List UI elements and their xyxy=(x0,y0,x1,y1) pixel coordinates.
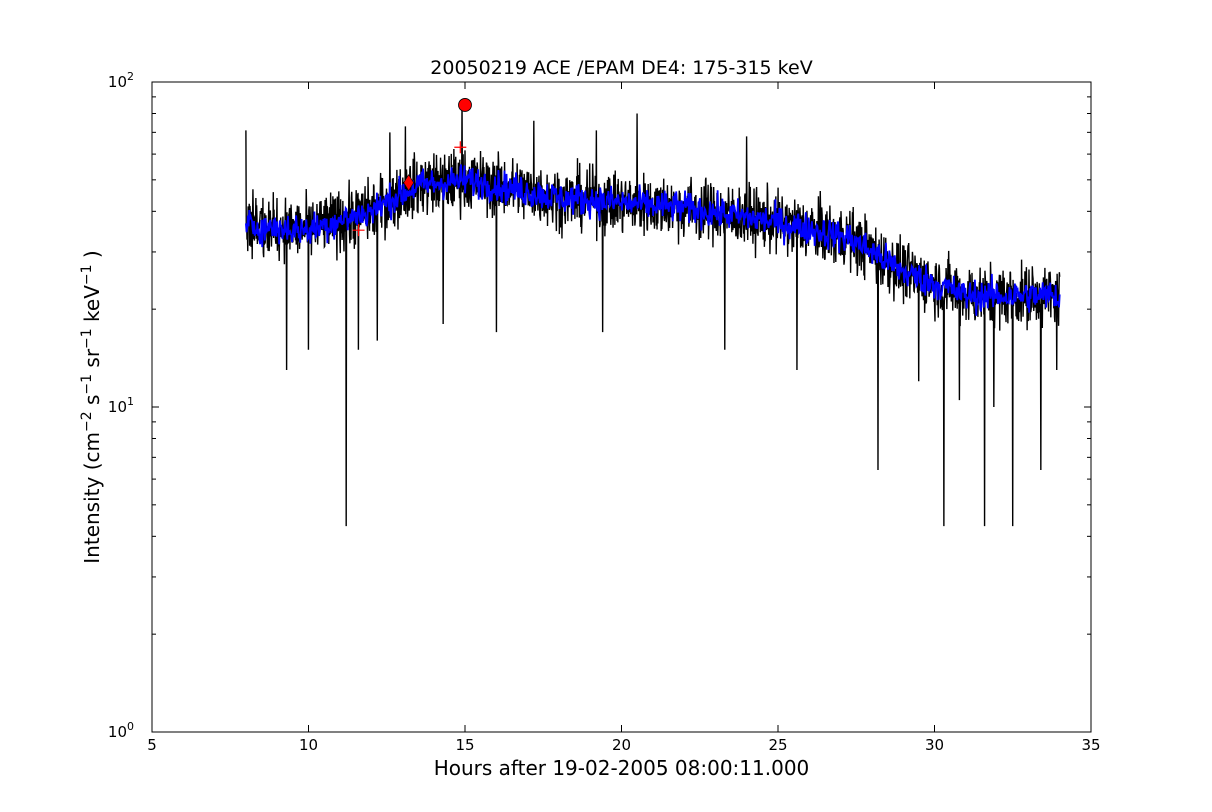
event-marker-diamond xyxy=(403,174,415,192)
x-tick-label: 20 xyxy=(612,736,631,754)
y-axis-title: Intensity (cm−2 s−1 sr−1 keV−1 ) xyxy=(79,250,104,563)
x-tick-label: 35 xyxy=(1081,736,1100,754)
x-tick-label: 5 xyxy=(147,736,157,754)
event-marker-plus-3 xyxy=(352,224,365,237)
x-tick-label: 15 xyxy=(455,736,474,754)
y-tick-label: 101 xyxy=(108,395,134,416)
tick-layer: 5 10 15 20 25 30 35 100 101 102 xyxy=(108,70,1101,754)
chart-title: 20050219 ACE /EPAM DE4: 175-315 keV xyxy=(430,57,812,79)
event-marker-plus-2 xyxy=(454,141,467,154)
y-tick-label: 102 xyxy=(108,70,134,91)
y-tick-label: 100 xyxy=(108,720,134,741)
series-layer xyxy=(245,100,1061,527)
series-line-1 xyxy=(245,164,1061,316)
x-tick-label: 10 xyxy=(299,736,318,754)
x-axis-title: Hours after 19-02-2005 08:00:11.000 xyxy=(434,756,810,780)
marker-layer xyxy=(352,98,472,237)
x-tick-label: 25 xyxy=(768,736,787,754)
plot-area xyxy=(152,82,1091,732)
event-marker-circle xyxy=(458,98,472,112)
x-tick-label: 30 xyxy=(925,736,944,754)
